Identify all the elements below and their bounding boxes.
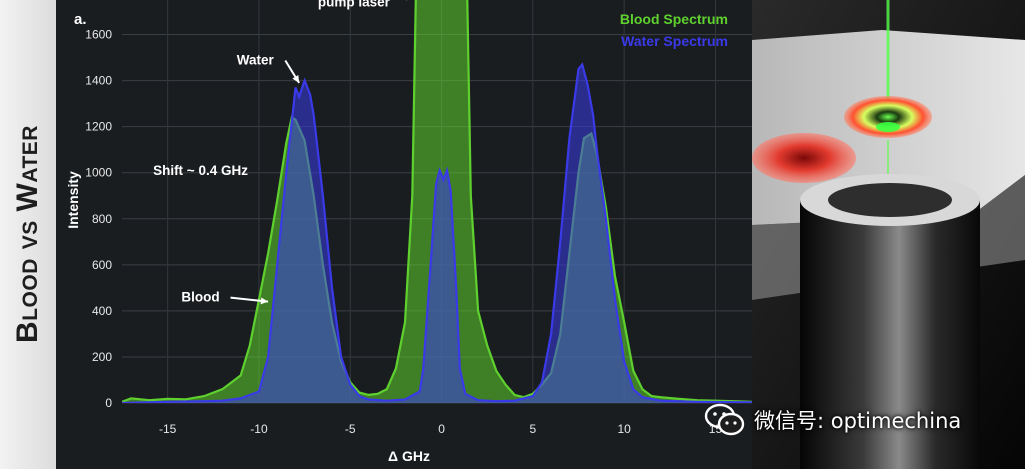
y-tick-label-7: 1400 bbox=[85, 74, 112, 88]
series-line-1 bbox=[122, 62, 752, 403]
x-tick-label-5: 10 bbox=[617, 422, 631, 436]
sidebar-title: Blood vs Water bbox=[11, 125, 44, 343]
annotation-1: Water bbox=[237, 52, 275, 67]
photo-illustration bbox=[752, 0, 1025, 469]
x-tick-label-4: 5 bbox=[530, 422, 537, 436]
annotation-2: Shift ~ 0.4 GHz bbox=[153, 163, 248, 178]
x-axis-label: Δ GHz bbox=[388, 448, 430, 464]
annotation-arrowhead-1 bbox=[292, 74, 300, 83]
annotation-arrowhead-3 bbox=[260, 297, 269, 305]
y-tick-label-8: 1600 bbox=[85, 28, 112, 42]
annotation-0: Suppressedpump laser bbox=[315, 0, 392, 9]
legend-entry-1: Water Spectrum bbox=[621, 33, 728, 49]
x-tick-label-0: -15 bbox=[159, 422, 177, 436]
y-tick-label-5: 1000 bbox=[85, 166, 112, 180]
y-tick-label-2: 400 bbox=[92, 304, 112, 318]
watermark-text: 微信号: optimechina bbox=[754, 409, 962, 433]
watermark: 微信号: optimechina bbox=[704, 402, 961, 438]
y-tick-label-3: 600 bbox=[92, 258, 112, 272]
series-line-0 bbox=[122, 0, 752, 403]
series-layer bbox=[122, 0, 752, 403]
x-tick-label-3: 0 bbox=[438, 422, 445, 436]
annotation-3: Blood bbox=[181, 290, 219, 305]
panel-label: a. bbox=[74, 11, 87, 28]
series-area-1 bbox=[122, 64, 752, 403]
annotation-arrowhead-0 bbox=[406, 0, 407, 1]
x-tick-label-1: -10 bbox=[250, 422, 268, 436]
y-axis-label: Intensity bbox=[65, 171, 81, 229]
x-tick-label-2: -5 bbox=[345, 422, 356, 436]
annotations: Suppressedpump laser Water Shift ~ 0.4 GHz… bbox=[153, 0, 407, 305]
legend: Blood Spectrum Water Spectrum bbox=[620, 11, 728, 49]
y-tick-label-1: 200 bbox=[92, 350, 112, 364]
y-tick-label-0: 0 bbox=[105, 396, 112, 410]
wechat-icon bbox=[704, 403, 745, 436]
chart-panel: 0 200 400 600 800 1000 1200 1400 1600 -15 -10 -5 0 5 1… bbox=[56, 0, 752, 469]
sample-photo bbox=[752, 0, 1025, 469]
y-tick-label-4: 800 bbox=[92, 212, 112, 226]
y-tick-label-6: 1200 bbox=[85, 120, 112, 134]
axis-ticks: 0 200 400 600 800 1000 1200 1400 1600 -15 -10 -5 0 5 1… bbox=[85, 28, 722, 436]
legend-entry-0: Blood Spectrum bbox=[620, 11, 728, 27]
spectrum-chart: 0 200 400 600 800 1000 1200 1400 1600 -15 -10 -5 0 5 1… bbox=[65, 0, 752, 464]
sidebar: Blood vs Water bbox=[0, 0, 56, 469]
